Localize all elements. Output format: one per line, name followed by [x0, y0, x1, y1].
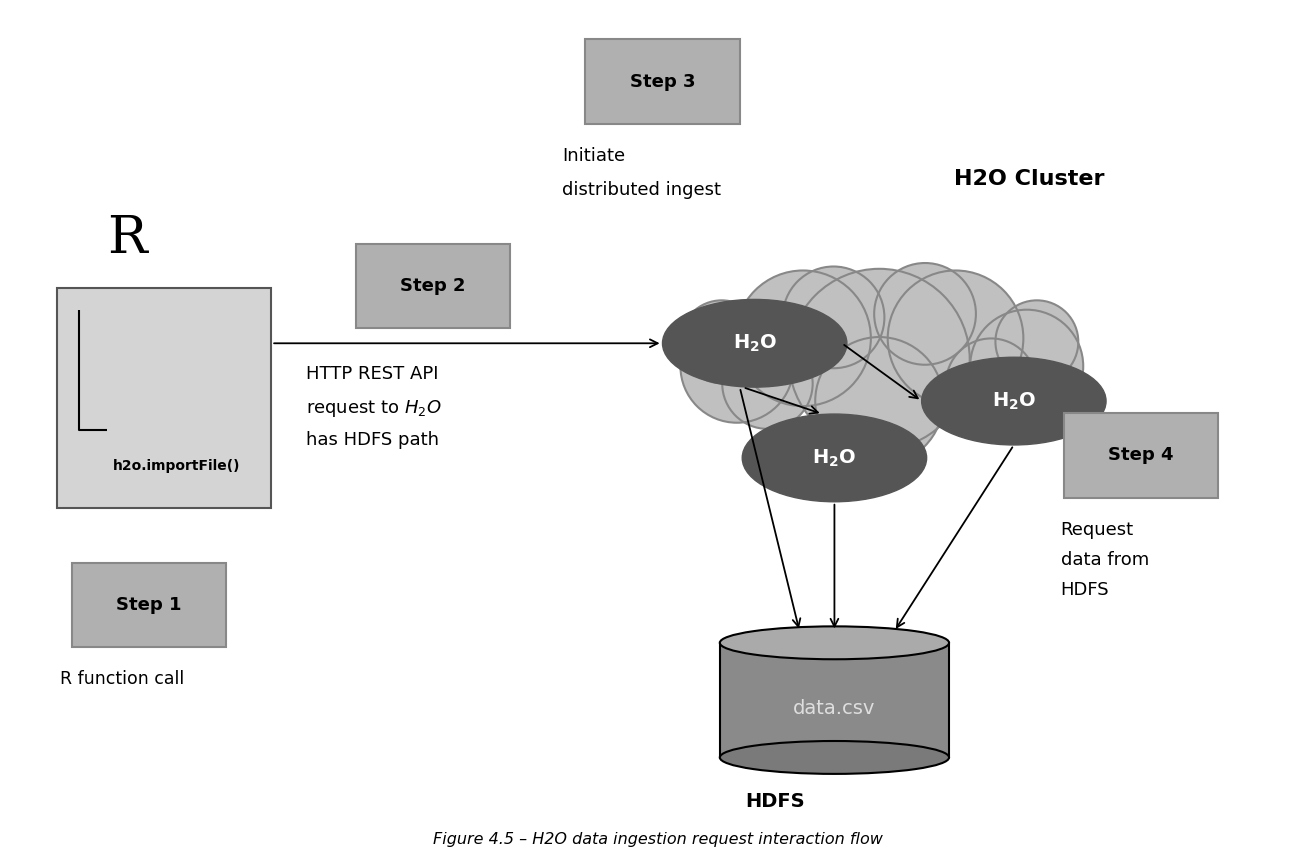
- Ellipse shape: [742, 414, 926, 501]
- Text: R: R: [107, 213, 146, 264]
- Text: HDFS: HDFS: [745, 792, 804, 811]
- Text: HTTP REST API: HTTP REST API: [307, 365, 438, 383]
- Text: $\mathbf{H_2O}$: $\mathbf{H_2O}$: [992, 390, 1036, 412]
- FancyBboxPatch shape: [72, 563, 226, 647]
- Ellipse shape: [720, 741, 949, 774]
- FancyBboxPatch shape: [355, 243, 511, 328]
- Circle shape: [874, 263, 976, 365]
- Text: Step 4: Step 4: [1108, 446, 1174, 464]
- Text: R function call: R function call: [61, 671, 184, 688]
- Circle shape: [995, 300, 1078, 383]
- FancyBboxPatch shape: [57, 288, 271, 507]
- FancyBboxPatch shape: [1063, 413, 1219, 498]
- Text: Step 3: Step 3: [630, 72, 695, 91]
- Text: HDFS: HDFS: [1061, 581, 1109, 599]
- Circle shape: [888, 270, 1024, 406]
- Text: $\mathbf{H_2O}$: $\mathbf{H_2O}$: [812, 447, 857, 469]
- Text: Step 1: Step 1: [116, 596, 182, 614]
- Text: data.csv: data.csv: [794, 699, 875, 718]
- Text: h2o.importFile(): h2o.importFile(): [113, 459, 241, 473]
- Circle shape: [680, 310, 794, 423]
- Text: distributed ingest: distributed ingest: [562, 181, 721, 198]
- Text: has HDFS path: has HDFS path: [307, 431, 440, 449]
- Text: data from: data from: [1061, 551, 1149, 569]
- Circle shape: [946, 338, 1036, 429]
- Circle shape: [680, 300, 763, 383]
- Text: Initiate: Initiate: [562, 147, 625, 165]
- Ellipse shape: [720, 627, 949, 659]
- Ellipse shape: [921, 357, 1105, 445]
- Text: Figure 4.5 – H2O data ingestion request interaction flow: Figure 4.5 – H2O data ingestion request …: [433, 832, 883, 847]
- Text: request to $H_2O$: request to $H_2O$: [307, 398, 442, 419]
- Text: $\mathbf{H_2O}$: $\mathbf{H_2O}$: [733, 332, 776, 354]
- Circle shape: [788, 268, 970, 450]
- Circle shape: [722, 338, 813, 429]
- Text: Step 2: Step 2: [400, 277, 466, 295]
- Circle shape: [736, 270, 871, 406]
- Circle shape: [815, 337, 944, 465]
- Text: H2O Cluster: H2O Cluster: [954, 169, 1104, 189]
- Circle shape: [783, 267, 884, 369]
- Ellipse shape: [662, 299, 848, 387]
- Bar: [720, 643, 949, 758]
- Text: Request: Request: [1061, 520, 1134, 539]
- FancyBboxPatch shape: [586, 40, 740, 124]
- Circle shape: [970, 310, 1083, 423]
